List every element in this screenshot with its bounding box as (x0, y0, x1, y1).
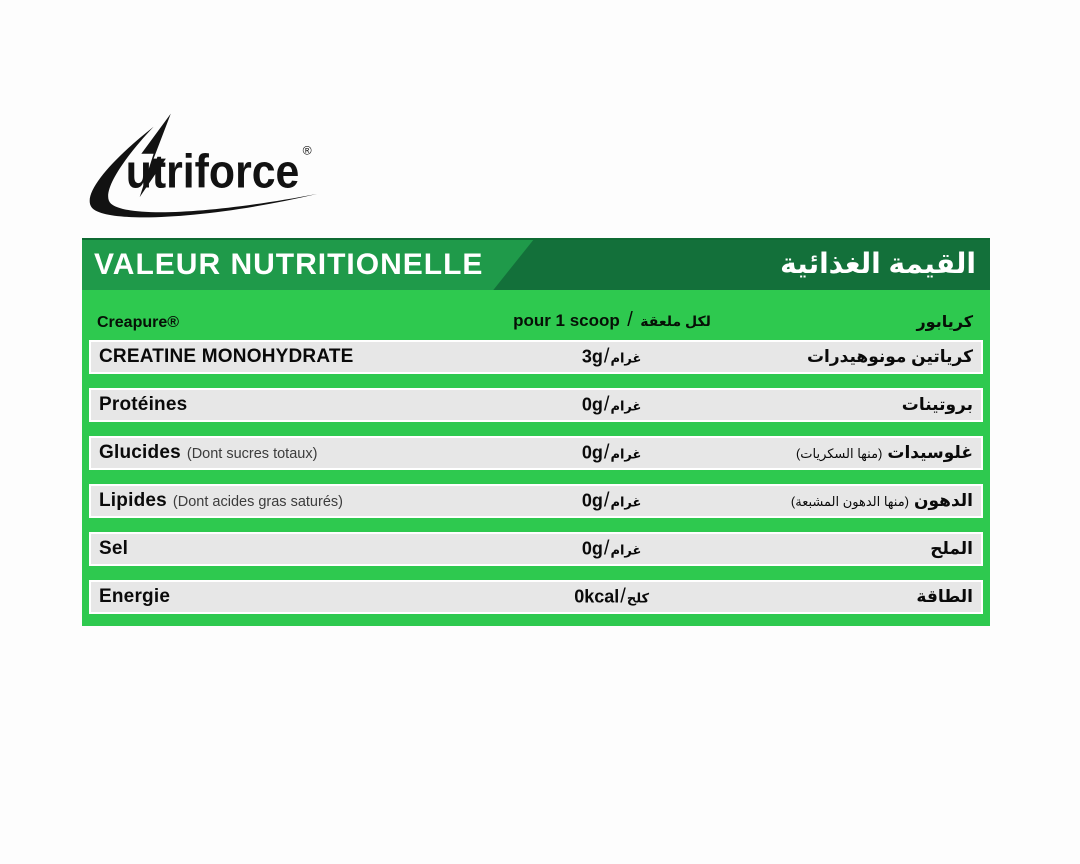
row-label-fr: CREATINE MONOHYDRATE (99, 346, 354, 367)
header-title-fr: VALEUR NUTRITIONELLE (94, 248, 484, 281)
serving-ar: لكل ملعقة (640, 313, 711, 329)
row-value: 0g/غرام (581, 489, 642, 512)
row-label-fr: Sel (99, 538, 129, 559)
header-title-ar: القيمة الغذائية (780, 248, 976, 280)
table-row-proteines: Protéines 0g/غرام بروتينات (89, 388, 983, 422)
row-label-fr: Energie (99, 586, 171, 607)
subheader-row: Creapure® pour 1 scoop / لكل ملعقة كرياب… (89, 292, 983, 340)
row-label-ar: الدهون(منها الدهون المشبعة) (790, 491, 973, 510)
serving-latin: pour 1 scoop (513, 311, 620, 330)
nutrition-table: CREATINE MONOHYDRATE 3g/غرام كرياتين مون… (89, 340, 983, 614)
row-value: 0g/غرام (581, 537, 642, 560)
logo-registered-mark: ® (303, 144, 312, 158)
table-row-energie: Energie 0kcal/كلح الطاقة (89, 580, 983, 614)
row-label-ar: كرياتين مونوهيدرات (806, 347, 973, 366)
serving-size-label: pour 1 scoop / لكل ملعقة (513, 309, 711, 332)
table-row-creatine: CREATINE MONOHYDRATE 3g/غرام كرياتين مون… (89, 340, 983, 374)
logo-swoosh-icon (89, 126, 318, 218)
row-value: 3g/غرام (581, 345, 642, 368)
row-label-ar: الملح (930, 539, 973, 558)
header-diagonal-wedge (493, 240, 990, 290)
row-label-ar: غلوسيدات(منها السكريات) (795, 443, 973, 462)
logo-graphic: utriforce ® (89, 113, 318, 218)
row-label-ar: بروتينات (901, 395, 973, 414)
serving-separator: / (627, 309, 633, 331)
logo-bolt-icon (139, 113, 171, 198)
table-row-lipides: Lipides (Dont acides gras saturés) 0g/غرا… (89, 484, 983, 518)
row-value: 0kcal/كلح (574, 585, 650, 608)
row-value: 0g/غرام (581, 393, 642, 416)
table-row-sel: Sel 0g/غرام الملح (89, 532, 983, 566)
panel-body: Creapure® pour 1 scoop / لكل ملعقة كرياب… (82, 290, 990, 614)
creapure-label-ar: كريابور (916, 314, 973, 331)
table-row-glucides: Glucides (Dont sucres totaux) 0g/غرام غلو… (89, 436, 983, 470)
row-label-fr: Lipides (Dont acides gras saturés) (99, 490, 343, 511)
logo-wordmark: utriforce (126, 145, 300, 198)
creapure-label: Creapure® (97, 314, 180, 331)
row-label-fr: Glucides (Dont sucres totaux) (99, 442, 318, 463)
nutriforce-logo: utriforce ® (75, 108, 337, 220)
row-label-fr: Protéines (99, 394, 188, 415)
row-label-ar: الطاقة (916, 587, 973, 606)
nutrition-panel: VALEUR NUTRITIONELLE القيمة الغذائية Cre… (82, 238, 990, 626)
panel-header: VALEUR NUTRITIONELLE القيمة الغذائية (82, 238, 990, 290)
row-value: 0g/غرام (581, 441, 642, 464)
